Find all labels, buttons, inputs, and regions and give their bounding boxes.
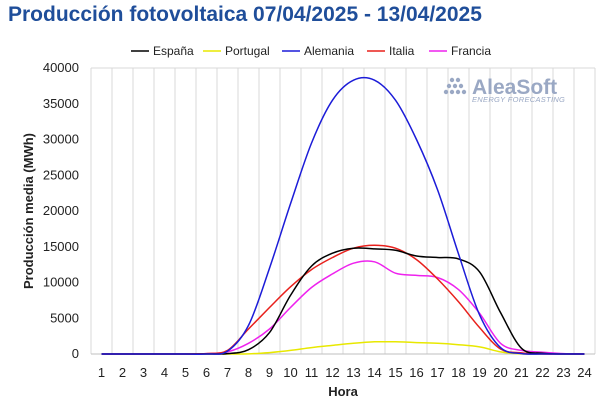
legend-label: Alemania — [304, 44, 354, 58]
y-tick-label: 35000 — [43, 96, 79, 111]
x-axis-title: Hora — [328, 384, 358, 399]
x-tick-label: 10 — [283, 365, 297, 380]
logo-dot — [455, 77, 461, 83]
x-tick-label: 9 — [266, 365, 273, 380]
logo-dots-icon — [443, 77, 467, 95]
logo-dot — [452, 83, 458, 89]
logo-dot — [446, 83, 452, 89]
x-tick-label: 11 — [305, 365, 319, 380]
legend-label: Francia — [451, 44, 491, 58]
x-tick-labels: 1 2 3 4 5 6 7 8 9 10 11 12 13 14 15 16 17 18 19 20 21 22 23 24 — [98, 365, 592, 380]
y-tick-labels: 0 5000 10000 15000 20000 25000 30000 35000 40000 — [43, 60, 79, 361]
x-tick-label: 15 — [388, 365, 402, 380]
logo-dot — [461, 89, 467, 95]
x-tick-label: 19 — [472, 365, 486, 380]
y-tick-label: 15000 — [43, 239, 79, 254]
aleasoft-logo: AleaSoft ENERGY FORECASTING — [443, 76, 565, 104]
series-lines — [101, 76, 585, 355]
logo-dot — [449, 77, 455, 83]
legend: España Portugal Alemania Italia Francia — [131, 44, 491, 58]
y-axis-title: Producción media (MWh) — [21, 133, 36, 289]
x-tick-label: 24 — [577, 365, 591, 380]
logo-dot — [458, 83, 464, 89]
y-tick-label: 20000 — [43, 203, 79, 218]
logo-dot — [449, 89, 455, 95]
x-tick-label: 7 — [224, 365, 231, 380]
y-tick-label: 10000 — [43, 275, 79, 290]
y-tick-label: 5000 — [50, 310, 79, 325]
y-tick-label: 40000 — [43, 60, 79, 75]
x-tick-label: 5 — [182, 365, 189, 380]
y-tick-label: 0 — [72, 346, 79, 361]
legend-label: Italia — [389, 44, 415, 58]
x-tick-label: 16 — [409, 365, 423, 380]
y-tick-label: 30000 — [43, 132, 79, 147]
x-tick-label: 13 — [346, 365, 360, 380]
y-tick-label: 25000 — [43, 167, 79, 182]
x-tick-label: 8 — [245, 365, 252, 380]
logo-dot — [455, 89, 461, 95]
x-tick-label: 14 — [367, 365, 381, 380]
logo-tagline: ENERGY FORECASTING — [472, 95, 565, 104]
x-tick-label: 3 — [140, 365, 147, 380]
x-tick-label: 2 — [119, 365, 126, 380]
x-tick-label: 4 — [161, 365, 168, 380]
x-tick-label: 1 — [98, 365, 105, 380]
legend-label: Portugal — [225, 44, 270, 58]
x-tick-label: 18 — [451, 365, 465, 380]
x-tick-label: 22 — [535, 365, 549, 380]
x-tick-label: 17 — [430, 365, 444, 380]
x-tick-label: 23 — [556, 365, 570, 380]
series-line-alemania — [101, 76, 585, 355]
chart-title: Producción fotovoltaica 07/04/2025 - 13/… — [8, 3, 482, 26]
grid — [90, 67, 596, 354]
x-tick-label: 6 — [203, 365, 210, 380]
logo-dot — [443, 89, 449, 95]
x-tick-label: 21 — [514, 365, 528, 380]
logo-name: AleaSoft — [472, 76, 557, 99]
legend-label: España — [153, 44, 194, 58]
x-tick-label: 12 — [325, 365, 339, 380]
x-tick-label: 20 — [493, 365, 507, 380]
